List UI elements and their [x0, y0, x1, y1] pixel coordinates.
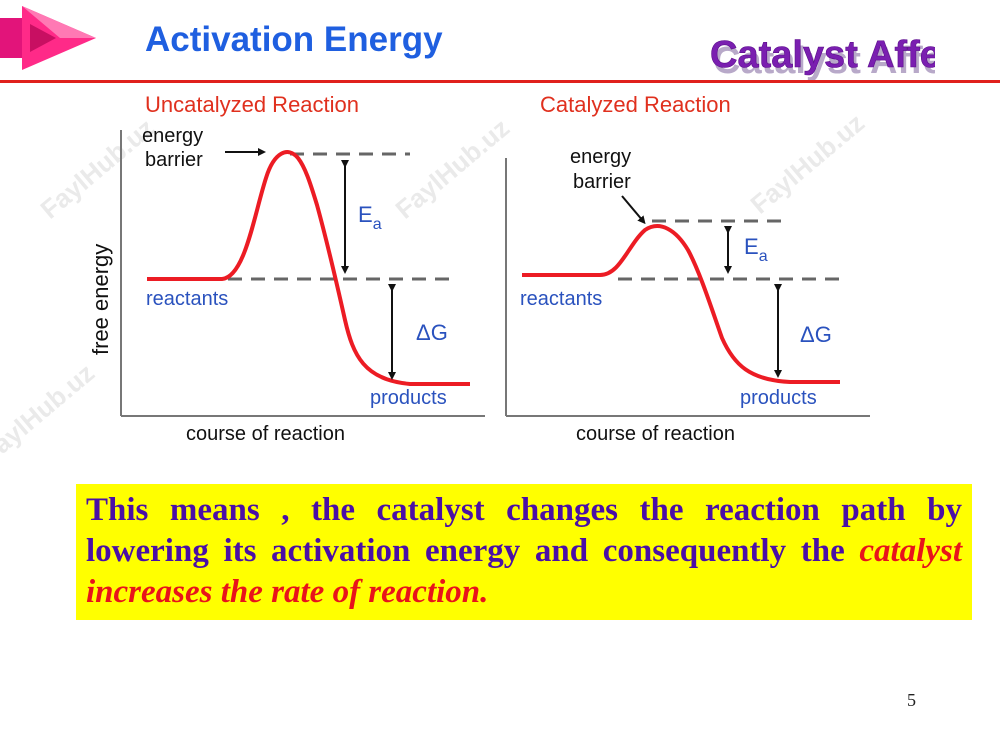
page-number: 5	[907, 690, 916, 710]
catalyst-affect-badge: Catalyst Affect Catalyst Affect	[710, 34, 935, 82]
explanation-text: This means , the catalyst changes the re…	[86, 490, 962, 613]
logo-block-shape	[0, 18, 22, 58]
logo-arrow-shape	[22, 6, 96, 70]
watermark-text: FaylHub.uz	[0, 357, 100, 465]
right-products-label: products	[740, 387, 817, 409]
left-barrier-label-line2: barrier	[145, 149, 203, 171]
right-ea-label: Ea	[744, 234, 768, 265]
right-barrier-label-line1: energy	[570, 146, 631, 168]
catalyzed-title: Catalyzed Reaction	[540, 92, 731, 117]
explanation-box: This means , the catalyst changes the re…	[76, 484, 972, 620]
right-dg-label: ΔG	[800, 322, 832, 347]
uncatalyzed-energy-curve	[147, 150, 470, 386]
right-x-axis-label: course of reaction	[576, 423, 735, 445]
y-axis-label: free energy	[88, 244, 113, 355]
activation-energy-diagram: FaylHub.uz FaylHub.uz FaylHub.uz free en…	[0, 92, 871, 465]
left-barrier-label-line1: energy	[142, 125, 203, 147]
left-dg-label: ΔG	[416, 320, 448, 345]
right-barrier-label-line2: barrier	[573, 171, 631, 193]
logo-arrow-highlight	[22, 6, 96, 38]
left-reactants-label: reactants	[146, 288, 228, 310]
right-barrier-pointer-arrow	[621, 195, 646, 225]
left-x-axis-label: course of reaction	[186, 423, 345, 445]
watermark-text: FaylHub.uz	[745, 107, 871, 219]
explanation-text-highlight: catalyst increases the rate of reaction.	[86, 533, 962, 610]
left-products-label: products	[370, 387, 447, 409]
watermark-group-lower: FaylHub.uz	[0, 357, 100, 465]
title-divider	[0, 80, 1000, 83]
left-ea-label: Ea	[358, 202, 382, 233]
badge-text: Catalyst Affect	[710, 34, 935, 76]
watermark-text: FaylHub.uz	[390, 112, 516, 224]
badge-shadow-text: Catalyst Affect	[713, 40, 935, 82]
slide-title: Activation Energy	[145, 20, 443, 59]
uncatalyzed-title: Uncatalyzed Reaction	[145, 92, 359, 117]
catalyzed-energy-curve	[522, 224, 840, 384]
catalyzed-panel: Catalyzed Reaction energy barrier Ea ΔG …	[505, 92, 870, 445]
uncatalyzed-panel: Uncatalyzed Reaction energy barrier Ea Δ…	[120, 92, 485, 445]
right-reactants-label: reactants	[520, 288, 602, 310]
arrow-logo-icon	[0, 6, 96, 70]
logo-arrow-inner	[30, 24, 56, 52]
explanation-text-main: This means , the catalyst changes the re…	[86, 492, 962, 569]
